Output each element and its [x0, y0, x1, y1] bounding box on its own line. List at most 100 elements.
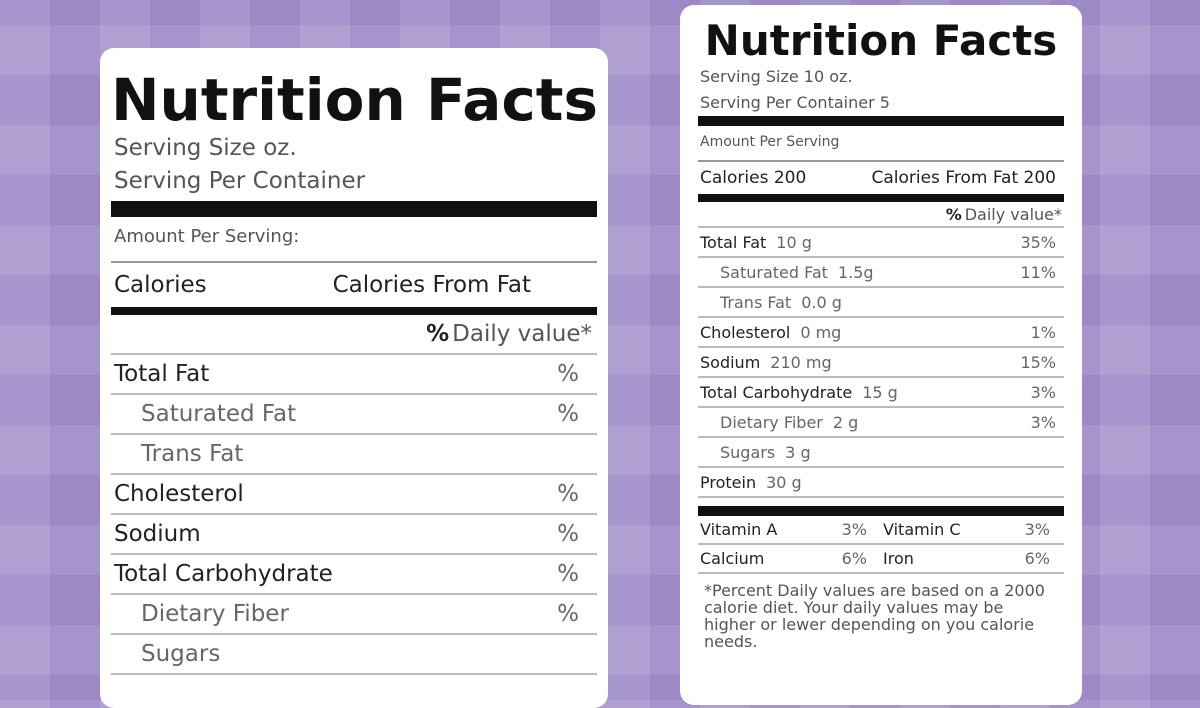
thick-bar [698, 194, 1064, 202]
vitamin-dv: 3% [841, 520, 867, 539]
nutrient-row: Sugars [111, 635, 597, 675]
vitamin: Iron 6% [881, 549, 1064, 568]
nutrient: Protein 30 g [700, 473, 802, 492]
thick-bar [698, 506, 1064, 516]
nutrient-name: Cholesterol [700, 322, 791, 342]
nutrient: Total Fat [114, 361, 209, 387]
daily-value-header: % Daily value* [111, 315, 597, 355]
nutrient-row: Cholesterol 0 mg 1% [698, 318, 1064, 348]
nutrient-name: Saturated Fat [720, 262, 828, 282]
nutrient-row: Protein 30 g [698, 468, 1064, 498]
nutrient-row: Sodium 210 mg 15% [698, 348, 1064, 378]
vitamin-name: Vitamin C [883, 520, 961, 539]
daily-value: 15% [1020, 352, 1056, 372]
nutrient-row: Trans Fat 0.0 g [698, 288, 1064, 318]
nutrient-row: Total Carbohydrate% [111, 555, 597, 595]
daily-value-text: Daily value* [964, 204, 1062, 224]
calories-row: Calories 200 Calories From Fat 200 [698, 162, 1064, 194]
nutrient: Total Fat 10 g [700, 233, 812, 252]
serving-size: Serving Size oz. [114, 135, 297, 161]
nutrient-row: Dietary Fiber 2 g 3% [698, 408, 1064, 438]
nutrient-row: Trans Fat [111, 435, 597, 475]
nutrient: Saturated Fat 1.5g [720, 263, 874, 282]
nutrient-amount: 3 g [785, 442, 811, 462]
nutrient-name: Saturated Fat [141, 401, 297, 427]
nutrient-name: Trans Fat [141, 441, 244, 467]
daily-value-text: Daily value* [452, 321, 592, 347]
daily-value-header: % Daily value* [698, 202, 1064, 228]
nutrient-amount: 30 g [766, 472, 802, 492]
servings-per-container: Serving Per Container 5 [700, 93, 890, 112]
daily-value: 3% [1030, 382, 1056, 402]
nutrient-row: Cholesterol% [111, 475, 597, 515]
nutrient-row: Sodium% [111, 515, 597, 555]
title: Nutrition Facts [111, 66, 598, 134]
nutrient-row: Total Fat 10 g 35% [698, 228, 1064, 258]
percent-symbol: % [945, 204, 962, 224]
nutrient: Trans Fat 0.0 g [720, 293, 842, 312]
nutrient: Total Carbohydrate [114, 561, 333, 587]
nutrient-name: Total Carbohydrate [700, 382, 853, 402]
nutrient-name: Sugars [720, 442, 776, 462]
nutrient-name: Dietary Fiber [141, 601, 289, 627]
title: Nutrition Facts [704, 16, 1058, 65]
daily-value: % [557, 601, 579, 627]
nutrient-amount: 10 g [776, 232, 812, 252]
nutrient-amount: 2 g [832, 412, 859, 432]
nutrient-row: Dietary Fiber% [111, 595, 597, 635]
nutrition-label-filled: Nutrition Facts Serving Size 10 oz. Servin… [680, 5, 1082, 705]
vitamin-name: Calcium [700, 549, 765, 568]
nutrient-name: Cholesterol [114, 481, 244, 507]
daily-value: 11% [1020, 262, 1056, 282]
amount-per-serving: Amount Per Serving: [111, 217, 597, 263]
vitamin-dv: 6% [1024, 549, 1050, 568]
nutrient-amount: 15 g [862, 382, 898, 402]
nutrient: Sodium 210 mg [700, 353, 832, 372]
thick-bar [111, 307, 597, 315]
thick-bar [698, 116, 1064, 126]
nutrient-row: Saturated Fat 1.5g 11% [698, 258, 1064, 288]
vitamin: Vitamin A 3% [698, 520, 881, 539]
daily-value: % [557, 481, 579, 507]
nutrient-amount: 0.0 g [801, 292, 842, 312]
daily-value: 3% [1030, 412, 1056, 432]
nutrient: Total Carbohydrate 15 g [700, 383, 898, 402]
nutrient-name: Sodium [700, 352, 761, 372]
vitamin-dv: 6% [841, 549, 867, 568]
nutrient: Saturated Fat [141, 401, 296, 427]
nutrient: Sugars 3 g [720, 443, 811, 462]
nutrition-label-template: Nutrition Facts Serving Size oz. Serving P… [100, 48, 608, 708]
daily-value: 35% [1020, 232, 1056, 252]
calories-from-fat: Calories From Fat [332, 272, 531, 298]
nutrient-name: Sodium [114, 521, 201, 547]
amount-per-serving: Amount Per Serving [698, 126, 1064, 162]
vitamin: Calcium 6% [698, 549, 881, 568]
nutrient: Sugars [141, 641, 220, 667]
vitamin-row: Vitamin A 3% Vitamin C 3% [698, 516, 1064, 545]
nutrient-amount: 0 mg [800, 322, 842, 342]
vitamin-name: Iron [883, 549, 914, 568]
vitamin-dv: 3% [1024, 520, 1050, 539]
nutrient: Cholesterol 0 mg [700, 323, 841, 342]
nutrient-row: Sugars 3 g [698, 438, 1064, 468]
nutrient-row: Total Carbohydrate 15 g 3% [698, 378, 1064, 408]
daily-value: % [557, 521, 579, 547]
servings-per-container: Serving Per Container [114, 168, 366, 194]
calories: Calories [114, 272, 207, 298]
calories-row: Calories Calories From Fat [111, 263, 597, 307]
vitamin: Vitamin C 3% [881, 520, 1064, 539]
nutrient-amount: 210 mg [770, 352, 832, 372]
footnote: *Percent Daily values are based on a 200… [704, 581, 1045, 651]
nutrient-name: Protein [700, 472, 757, 492]
serving-size: Serving Size 10 oz. [700, 67, 853, 86]
nutrient-row: Total Fat% [111, 355, 597, 395]
calories: Calories 200 [700, 168, 807, 188]
percent-symbol: % [426, 321, 450, 347]
nutrient-name: Total Fat [700, 232, 767, 252]
vitamin-row: Calcium 6% Iron 6% [698, 545, 1064, 574]
nutrient-name: Trans Fat [720, 292, 792, 312]
nutrient: Dietary Fiber 2 g [720, 413, 858, 432]
thick-bar [111, 201, 597, 217]
nutrient-amount: 1.5g [837, 262, 874, 282]
